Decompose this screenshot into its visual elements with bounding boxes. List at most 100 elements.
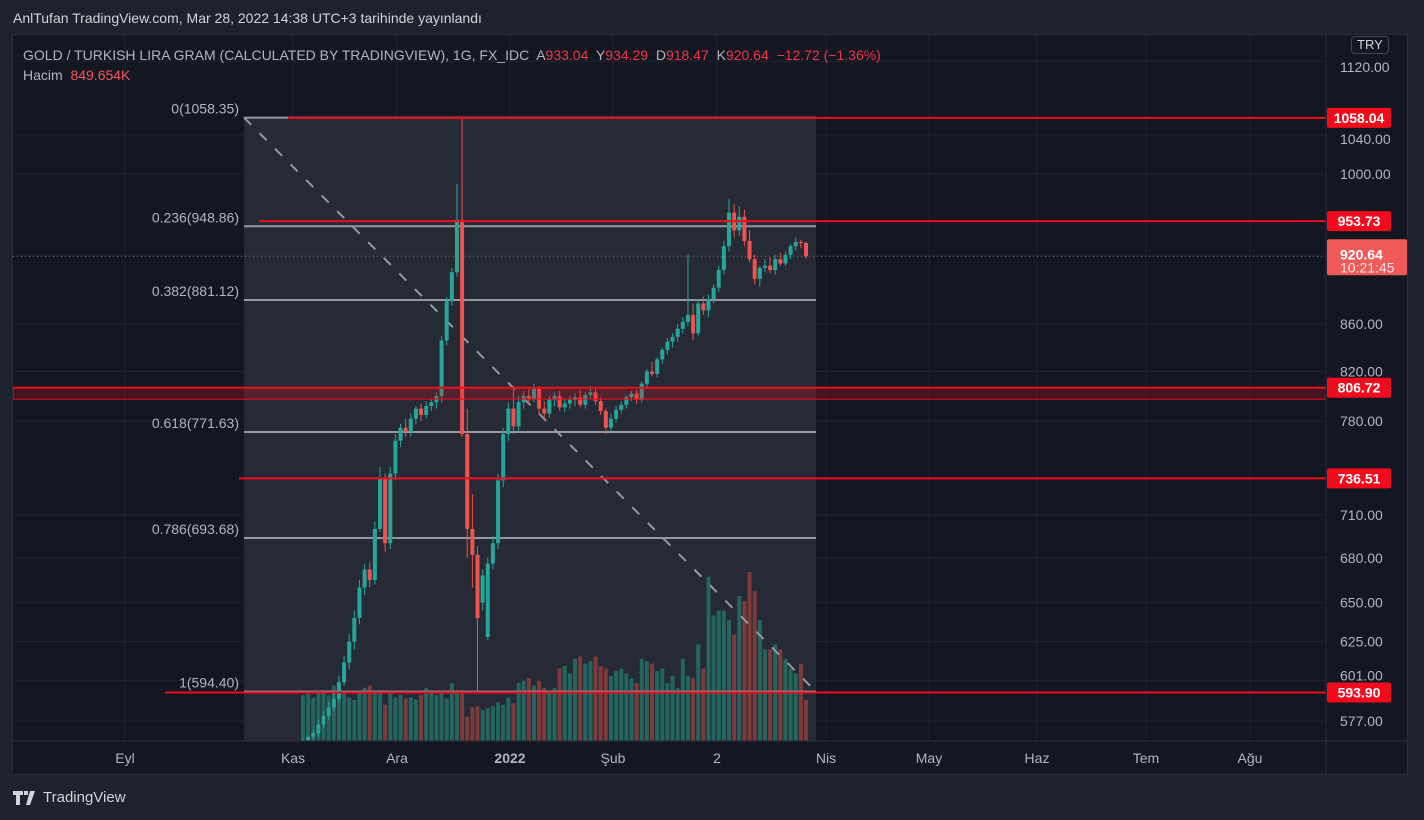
fib-level-label: 0.618(771.63)	[152, 415, 239, 431]
change-value: −12.72 (−1.36%)	[776, 47, 881, 63]
candle-body	[696, 303, 701, 334]
currency-button[interactable]: TRY	[1351, 36, 1389, 54]
candle-body	[424, 406, 429, 415]
candle-body	[650, 371, 655, 374]
price-tag	[1327, 682, 1391, 703]
volume-bar	[629, 678, 634, 741]
volume-bar	[665, 683, 670, 741]
candle-body	[444, 301, 449, 341]
volume-bar	[485, 708, 490, 741]
volume-bar	[660, 668, 665, 741]
volume-bar	[798, 663, 803, 741]
volume-bar	[593, 656, 598, 741]
candle-body	[711, 287, 716, 299]
time-axis-tick: Haz	[1025, 750, 1050, 766]
volume-bar	[793, 673, 798, 741]
volume-bar	[762, 649, 767, 741]
candle-body	[542, 408, 547, 414]
tradingview-logo-icon	[13, 790, 35, 805]
volume-bar	[685, 675, 690, 741]
time-axis-tick: Tem	[1133, 750, 1159, 766]
candle-body	[429, 402, 434, 407]
candle-body	[501, 434, 506, 481]
tradingview-logo[interactable]: TradingView	[13, 789, 126, 806]
time-axis-tick: Ara	[386, 750, 408, 766]
time-axis-tick: May	[916, 750, 942, 766]
open-label: A	[536, 47, 546, 63]
volume-bar	[331, 685, 336, 741]
symbol-title[interactable]: GOLD / TURKISH LIRA GRAM (CALCULATED BY …	[23, 47, 530, 63]
candle-body	[326, 707, 331, 717]
candle-body	[439, 340, 444, 397]
price-tag-label: 806.72	[1338, 380, 1381, 396]
volume-bar	[711, 615, 716, 741]
volume-bar	[372, 692, 377, 741]
time-axis-tick: Nis	[816, 750, 836, 766]
close-value: 920.64	[725, 47, 769, 63]
volume-bar	[670, 675, 675, 741]
volume-bar	[398, 695, 403, 741]
volume-bar	[650, 663, 655, 741]
candle-body	[526, 396, 531, 399]
volume-bar	[521, 680, 526, 741]
candle-body	[588, 392, 593, 395]
candle-body	[306, 736, 311, 741]
volume-bar	[511, 703, 516, 741]
candle-body	[383, 479, 388, 544]
brand-name: TradingView	[43, 789, 126, 806]
volume-bar	[439, 692, 444, 741]
high-value: 934.29	[605, 47, 649, 63]
candle-body	[573, 397, 578, 400]
candle-body	[608, 418, 613, 428]
volume-bar	[357, 692, 362, 741]
candle-body	[336, 682, 341, 700]
price-tag-label: 1058.04	[1334, 110, 1385, 126]
low-value: 918.47	[665, 47, 709, 63]
volume-bar	[377, 690, 382, 741]
candle-body	[716, 270, 721, 288]
candle-body	[362, 569, 367, 588]
volume-label: Hacim	[23, 67, 63, 83]
volume-bar	[742, 600, 747, 741]
volume-bar	[403, 698, 408, 741]
price-axis-tick: 1120.00	[1340, 59, 1390, 75]
volume-bar	[788, 668, 793, 741]
candle-body	[757, 267, 762, 279]
support-zone	[13, 387, 1326, 400]
candle-body	[675, 328, 680, 337]
candle-body	[506, 408, 511, 435]
candle-body	[470, 528, 475, 555]
candle-body	[531, 388, 536, 399]
volume-bar	[470, 707, 475, 741]
volume-bar	[506, 697, 511, 741]
price-axis-tick: 680.00	[1340, 550, 1383, 566]
candle-body	[567, 399, 572, 404]
volume-bar	[747, 571, 752, 741]
candle-body	[737, 216, 742, 231]
volume-bar	[727, 620, 732, 741]
candle-body	[403, 427, 408, 432]
price-axis-tick: 860.00	[1340, 316, 1383, 332]
candle-body	[465, 434, 470, 529]
candle-body	[352, 618, 357, 642]
candle-body	[644, 371, 649, 384]
plot-area: 0(1058.35) 0.236(948.86) 0.382(881.12) 0.61…	[13, 35, 1326, 741]
candle-body	[624, 397, 629, 405]
volume-bar	[783, 658, 788, 741]
candle-body	[706, 298, 711, 311]
candle-body	[357, 587, 362, 619]
volume-bar	[583, 663, 588, 741]
candle-body	[331, 699, 336, 708]
volume-bar	[480, 710, 485, 741]
candle-body	[537, 388, 542, 409]
volume-bar	[424, 687, 429, 741]
candle-body	[727, 212, 732, 247]
volume-value: 849.654K	[70, 67, 131, 83]
volume-bar	[614, 670, 619, 741]
candle-body	[747, 240, 752, 260]
candle-body	[665, 341, 670, 350]
candle-body	[562, 403, 567, 408]
price-tag-label: 593.90	[1338, 684, 1381, 700]
volume-bar	[567, 673, 572, 741]
